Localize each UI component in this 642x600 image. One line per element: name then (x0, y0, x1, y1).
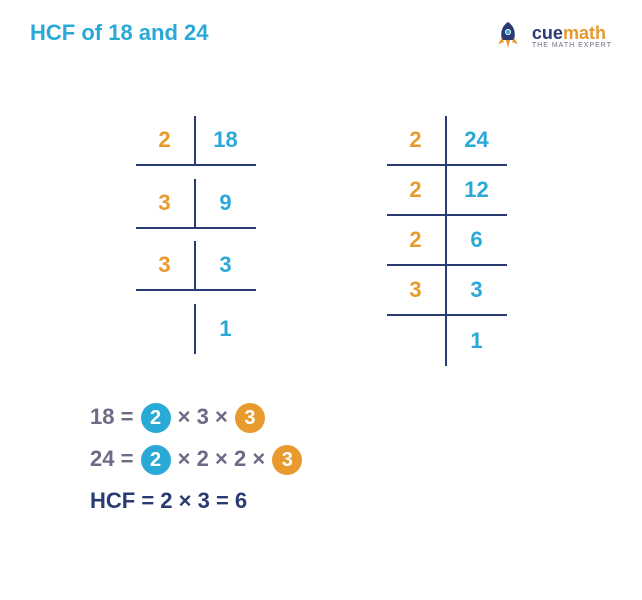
value-cell: 12 (447, 166, 507, 216)
factor-cell: 3 (136, 241, 196, 291)
highlight-factor: 2 (141, 403, 171, 433)
value-cell: 3 (447, 266, 507, 316)
highlight-factor: 2 (141, 445, 171, 475)
brand-logo: cuemath THE MATH EXPERT (492, 20, 612, 52)
hcf-result: HCF = 2 × 3 = 6 (90, 480, 612, 522)
highlight-factor: 3 (272, 445, 302, 475)
factor-cell: 2 (387, 166, 447, 216)
value-cell: 18 (196, 116, 256, 166)
value-cell: 24 (447, 116, 507, 166)
value-cell: 6 (447, 216, 507, 266)
value-cell: 3 (196, 241, 256, 291)
value-cell: 1 (196, 304, 256, 354)
highlight-factor: 3 (235, 403, 265, 433)
factor-cell: 2 (387, 216, 447, 266)
equations-block: 18 = 2 × 3 × 3 24 = 2 × 2 × 2 × 3 HCF = … (30, 396, 612, 521)
equation-18: 18 = 2 × 3 × 3 (90, 396, 612, 438)
value-cell: 9 (196, 179, 256, 229)
factor-cell (387, 316, 447, 366)
equation-24: 24 = 2 × 2 × 2 × 3 (90, 438, 612, 480)
factor-cell (136, 304, 196, 354)
rocket-icon (492, 20, 524, 52)
factor-cell: 2 (136, 116, 196, 166)
factor-cell: 2 (387, 116, 447, 166)
factor-table-24: 2 24 2 12 2 6 3 3 1 (387, 116, 507, 366)
logo-text: cuemath (532, 24, 612, 42)
value-cell: 1 (447, 316, 507, 366)
factor-cell: 3 (387, 266, 447, 316)
logo-subtitle: THE MATH EXPERT (532, 42, 612, 49)
factor-cell: 3 (136, 179, 196, 229)
factorization-tables: 2 18 3 9 3 3 1 2 24 2 12 2 6 3 3 1 (30, 116, 612, 366)
factor-table-18: 2 18 3 9 3 3 1 (136, 116, 256, 366)
